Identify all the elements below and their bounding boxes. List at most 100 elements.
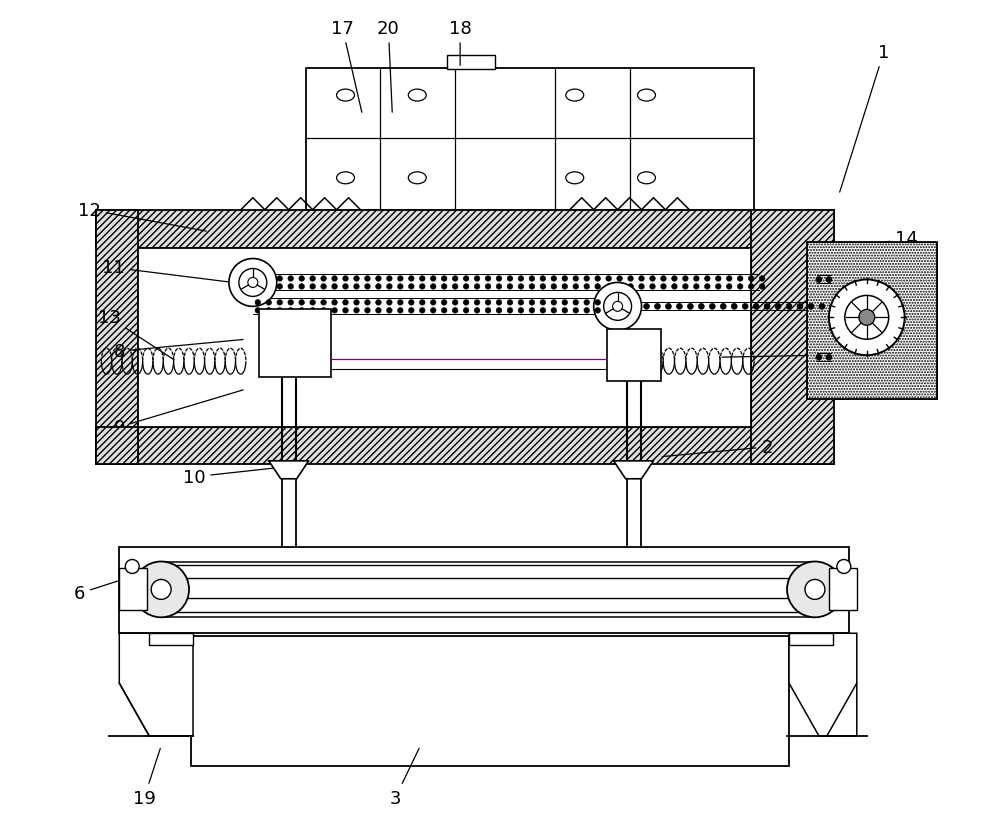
Circle shape <box>496 300 502 306</box>
Circle shape <box>343 308 348 313</box>
Circle shape <box>419 276 425 282</box>
Circle shape <box>628 276 633 282</box>
Bar <box>149 633 193 645</box>
Circle shape <box>797 304 803 310</box>
Text: 1: 1 <box>840 44 889 193</box>
Circle shape <box>562 284 568 290</box>
Circle shape <box>321 276 326 282</box>
Circle shape <box>551 300 557 306</box>
Polygon shape <box>614 461 653 479</box>
Circle shape <box>551 308 557 313</box>
Circle shape <box>830 304 836 310</box>
Circle shape <box>694 284 699 290</box>
Text: 7: 7 <box>722 346 882 364</box>
Ellipse shape <box>638 173 655 184</box>
Text: 15: 15 <box>870 289 928 307</box>
Circle shape <box>759 276 765 282</box>
Circle shape <box>452 308 458 313</box>
Circle shape <box>584 300 589 306</box>
Circle shape <box>398 300 403 306</box>
Circle shape <box>606 284 611 290</box>
Circle shape <box>764 304 770 310</box>
Circle shape <box>606 300 611 306</box>
Circle shape <box>474 300 480 306</box>
Bar <box>447 56 495 70</box>
Circle shape <box>540 284 546 290</box>
Circle shape <box>595 300 600 306</box>
Circle shape <box>808 304 814 310</box>
Text: 13: 13 <box>98 309 174 361</box>
Circle shape <box>485 276 491 282</box>
Circle shape <box>288 300 293 306</box>
Circle shape <box>496 284 502 290</box>
Circle shape <box>672 276 677 282</box>
Circle shape <box>419 300 425 306</box>
Circle shape <box>332 284 337 290</box>
Circle shape <box>387 284 392 290</box>
Ellipse shape <box>408 173 426 184</box>
Circle shape <box>529 300 535 306</box>
Circle shape <box>398 276 403 282</box>
Circle shape <box>133 562 189 618</box>
Circle shape <box>683 276 688 282</box>
Circle shape <box>354 276 359 282</box>
Circle shape <box>266 300 272 306</box>
Polygon shape <box>119 633 193 736</box>
Circle shape <box>562 276 568 282</box>
Polygon shape <box>269 461 309 479</box>
Circle shape <box>398 308 403 313</box>
Bar <box>751 210 834 464</box>
Circle shape <box>816 277 822 283</box>
Circle shape <box>354 308 359 313</box>
Circle shape <box>694 276 699 282</box>
Circle shape <box>321 300 326 306</box>
Circle shape <box>441 284 447 290</box>
Circle shape <box>628 284 633 290</box>
Circle shape <box>687 304 693 310</box>
Circle shape <box>731 304 737 310</box>
Circle shape <box>551 276 557 282</box>
Circle shape <box>387 308 392 313</box>
Circle shape <box>255 308 261 313</box>
Circle shape <box>239 269 267 297</box>
Circle shape <box>485 284 491 290</box>
Circle shape <box>826 355 832 361</box>
Circle shape <box>343 300 348 306</box>
Circle shape <box>661 284 666 290</box>
Circle shape <box>715 284 721 290</box>
Circle shape <box>529 284 535 290</box>
Text: 20: 20 <box>377 21 400 113</box>
Circle shape <box>474 284 480 290</box>
Circle shape <box>277 276 283 282</box>
Circle shape <box>595 276 600 282</box>
Circle shape <box>518 284 524 290</box>
Bar <box>96 428 834 464</box>
Circle shape <box>786 304 792 310</box>
Circle shape <box>507 276 513 282</box>
Circle shape <box>720 304 726 310</box>
Bar <box>163 566 815 613</box>
Circle shape <box>332 276 337 282</box>
Circle shape <box>299 300 304 306</box>
Circle shape <box>452 284 458 290</box>
Circle shape <box>125 560 139 574</box>
Circle shape <box>529 276 535 282</box>
Circle shape <box>672 284 677 290</box>
Circle shape <box>573 308 579 313</box>
Circle shape <box>507 308 513 313</box>
Circle shape <box>376 284 381 290</box>
Bar <box>138 248 751 428</box>
Circle shape <box>277 300 283 306</box>
Text: 18: 18 <box>449 21 472 66</box>
Circle shape <box>321 284 326 290</box>
Ellipse shape <box>408 90 426 102</box>
Circle shape <box>376 308 381 313</box>
Circle shape <box>816 355 822 361</box>
Circle shape <box>288 308 293 313</box>
Circle shape <box>562 308 568 313</box>
Circle shape <box>430 284 436 290</box>
Text: 14: 14 <box>863 229 918 247</box>
Circle shape <box>726 284 732 290</box>
Circle shape <box>683 284 688 290</box>
Circle shape <box>310 308 315 313</box>
